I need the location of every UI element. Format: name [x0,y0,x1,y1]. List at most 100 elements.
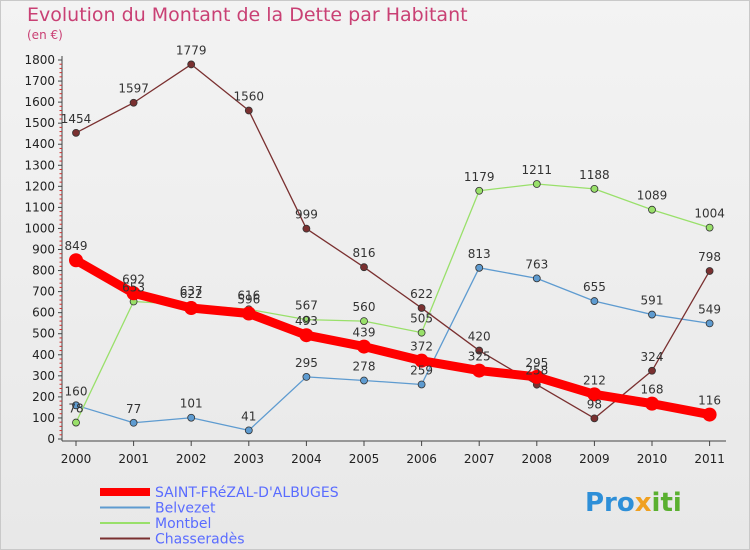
data-point [241,306,256,321]
data-point [472,363,487,378]
data-point [244,426,253,435]
data-point [417,380,426,389]
y-tick-label: 600 [32,306,55,320]
data-point [72,401,80,410]
data-label: 1211 [522,163,553,177]
x-tick-label: 2007 [464,452,495,466]
data-label: 98 [587,397,602,411]
data-label: 1089 [637,189,668,203]
data-point [590,414,599,423]
data-point [705,223,714,232]
data-point [72,128,80,137]
x-tick-label: 2005 [349,452,380,466]
data-point [648,310,656,319]
data-label: 78 [68,402,83,416]
data-label: 259 [410,363,433,377]
y-tick-label: 200 [32,390,55,404]
data-label: 160 [65,384,88,398]
data-label: 372 [410,340,433,354]
data-label: 763 [525,257,548,271]
chart-title: Evolution du Montant de la Dette par Hab… [27,4,468,26]
data-point [72,418,80,427]
x-tick-label: 2011 [694,452,725,466]
data-label: 493 [295,314,318,328]
data-point [187,413,196,422]
data-label: 622 [180,287,203,301]
data-label: 324 [641,350,664,364]
x-tick-label: 2010 [637,452,668,466]
data-label: 549 [698,302,721,316]
legend-label: Belvezet [155,501,216,517]
x-tick-label: 2004 [291,452,322,466]
legend-label: SAINT-FRéZAL-D'ALBUGES [155,485,339,501]
data-label: 41 [241,409,256,423]
data-label: 295 [295,356,318,370]
y-tick-label: 1200 [24,179,55,193]
y-tick-label: 1000 [24,221,55,235]
data-point [302,224,311,233]
x-tick-label: 2009 [579,452,610,466]
data-label: 560 [353,300,376,314]
data-label: 295 [525,356,548,370]
data-point [705,267,714,275]
data-point [475,346,484,355]
data-point [417,328,426,337]
data-label: 849 [65,239,88,253]
x-tick-label: 2000 [61,452,92,466]
data-point [126,286,141,301]
series-layer [69,60,717,435]
series-line-3 [75,63,711,420]
data-label: 1560 [234,90,265,104]
data-label: 798 [698,250,721,264]
data-label: 101 [180,397,203,411]
x-tick-label: 2008 [522,452,553,466]
data-point [417,304,426,312]
data-point [590,184,599,193]
data-point [648,205,656,214]
data-labels: 849 692 622 596 493 439 372 325 295 212 168 116 160 7… [61,43,725,423]
series-line-0 [71,255,715,420]
data-point [360,376,368,385]
data-point [532,180,541,188]
proxiti-logo: Proxiti [585,488,682,518]
x-tick-label: 2003 [234,452,265,466]
y-tick-label: 800 [32,264,55,278]
data-point [702,407,717,422]
data-label: 1597 [118,82,149,96]
data-point [475,186,484,195]
data-label: 616 [237,288,260,302]
x-tick-label: 2006 [406,452,437,466]
legend-label: Montbel [155,516,211,532]
data-point [587,387,602,402]
data-point [187,60,196,69]
data-label: 637 [180,284,203,298]
data-label: 505 [410,312,433,326]
data-point [414,353,429,368]
data-label: 596 [237,293,260,307]
y-tick-label: 1100 [24,200,55,214]
data-label: 655 [583,280,606,294]
x-tick-label: 2002 [176,452,207,466]
data-label: 1188 [579,168,610,182]
data-label: 692 [122,272,145,286]
data-label: 439 [353,326,376,340]
y-tick-label: 1300 [24,158,55,172]
data-label: 816 [353,246,376,260]
y-tick-label: 1800 [24,53,55,67]
data-label: 591 [641,294,664,308]
data-label: 258 [525,364,548,378]
data-point [648,366,656,375]
data-point [529,369,544,384]
legend-label: Chasseradès [155,532,245,548]
data-label: 653 [122,281,145,295]
y-tick-label: 900 [32,243,55,257]
data-label: 212 [583,373,606,387]
data-label: 1779 [176,43,207,57]
data-label: 1454 [61,112,92,126]
x-tick-label: 2001 [118,452,149,466]
y-tick-label: 1500 [24,116,55,130]
data-point [302,372,311,381]
chart-subtitle: (en €) [27,28,63,42]
data-point [129,98,138,107]
data-point [360,263,368,272]
